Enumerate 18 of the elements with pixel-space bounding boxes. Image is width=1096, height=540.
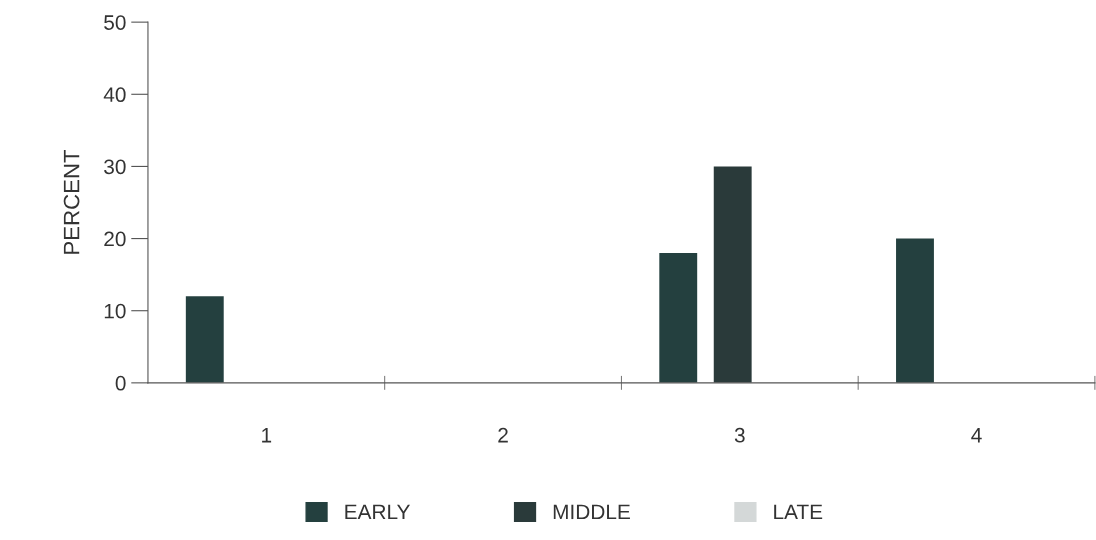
y-tick-label: 40: [103, 87, 126, 103]
x-tick-label: 1: [262, 428, 272, 443]
y-tick-label: 0: [115, 375, 126, 391]
y-tick-label: 30: [104, 159, 126, 175]
bar: [713, 166, 752, 383]
bar: [896, 238, 934, 383]
bar: [185, 296, 224, 383]
legend-label: EARLY: [345, 504, 410, 520]
y-tick-label: 10: [104, 303, 126, 319]
x-tick-label: 4: [971, 428, 982, 443]
bar: [659, 253, 698, 383]
y-tick-label: 50: [104, 15, 126, 30]
y-axis-title: PERCENT: [63, 149, 80, 254]
y-tick-label: 20: [104, 231, 126, 247]
legend-label: MIDDLE: [553, 504, 630, 520]
legend-label: LATE: [774, 504, 823, 520]
x-tick-label: 3: [734, 427, 745, 443]
x-tick-label: 2: [498, 427, 508, 443]
